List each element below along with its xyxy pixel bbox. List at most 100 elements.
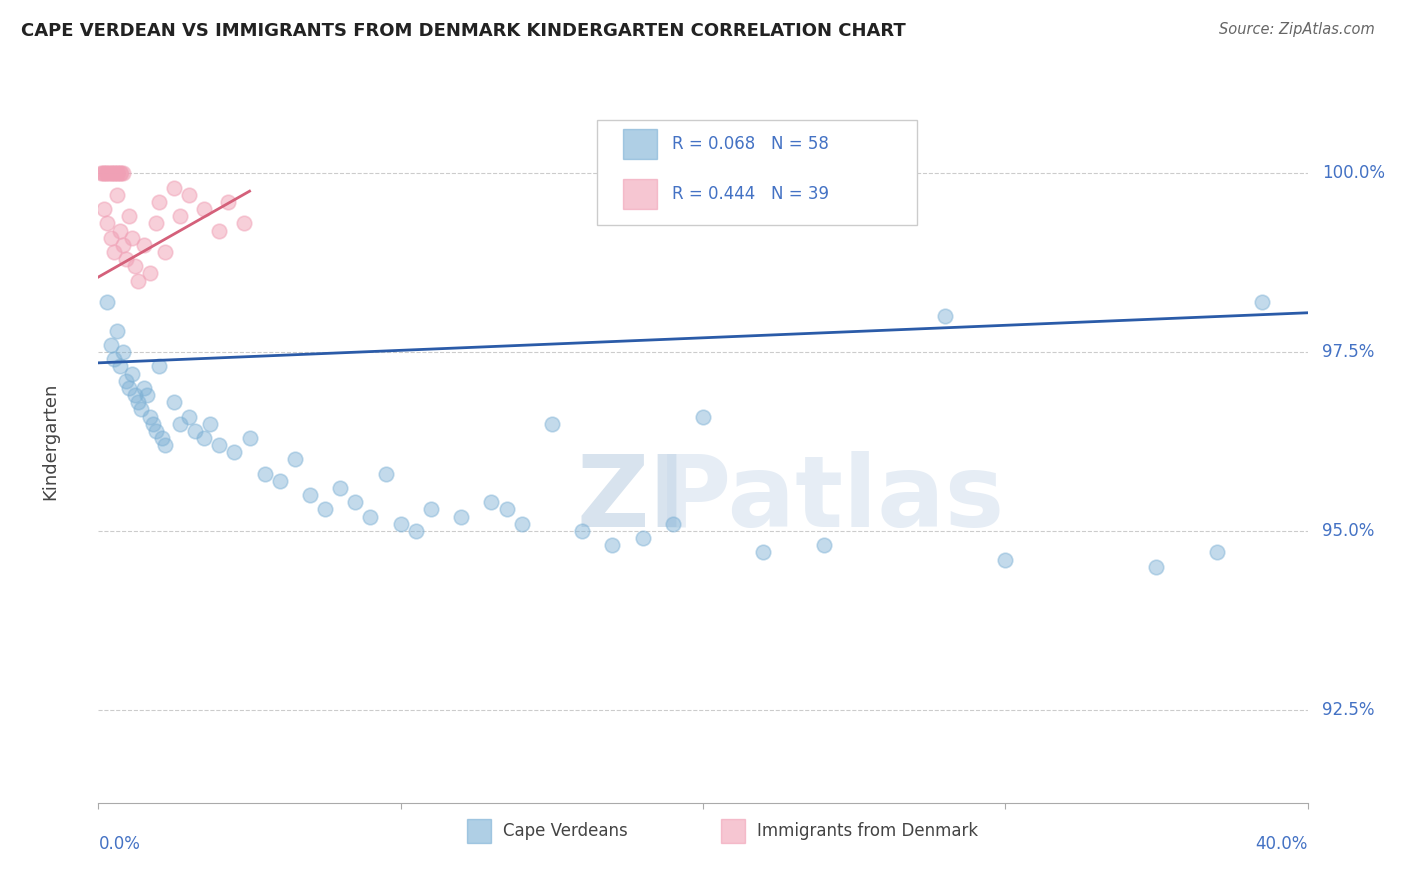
Point xyxy=(284,452,307,467)
Text: Kindergarten: Kindergarten xyxy=(41,383,59,500)
Point xyxy=(107,166,129,180)
Point xyxy=(813,538,835,552)
Text: Immigrants from Denmark: Immigrants from Denmark xyxy=(758,822,979,840)
Point xyxy=(360,509,382,524)
Point xyxy=(91,166,114,180)
Point xyxy=(179,187,201,202)
Point xyxy=(420,502,443,516)
Text: 0.0%: 0.0% xyxy=(98,835,141,854)
Point xyxy=(142,417,165,431)
Text: CAPE VERDEAN VS IMMIGRANTS FROM DENMARK KINDERGARTEN CORRELATION CHART: CAPE VERDEAN VS IMMIGRANTS FROM DENMARK … xyxy=(21,22,905,40)
Point xyxy=(405,524,427,538)
Point xyxy=(105,324,128,338)
Point xyxy=(121,230,143,244)
Point xyxy=(184,424,207,438)
Bar xyxy=(623,129,657,160)
Point xyxy=(108,166,131,180)
Point xyxy=(602,538,624,552)
Point xyxy=(208,438,231,452)
Point xyxy=(148,359,170,374)
Point xyxy=(132,237,155,252)
Point xyxy=(103,352,125,367)
Point xyxy=(374,467,396,481)
Point xyxy=(96,216,118,230)
Point xyxy=(139,267,162,281)
Text: R = 0.068   N = 58: R = 0.068 N = 58 xyxy=(672,136,828,153)
Point xyxy=(121,367,143,381)
Point xyxy=(661,516,683,531)
Point xyxy=(163,180,186,194)
Point xyxy=(571,524,593,538)
Point xyxy=(692,409,714,424)
Point xyxy=(90,166,112,180)
Point xyxy=(118,381,141,395)
Point xyxy=(217,194,239,209)
Point xyxy=(540,417,562,431)
Text: Source: ZipAtlas.com: Source: ZipAtlas.com xyxy=(1219,22,1375,37)
Point xyxy=(150,431,173,445)
Point xyxy=(124,388,146,402)
Point xyxy=(179,409,201,424)
Point xyxy=(145,216,167,230)
Point xyxy=(132,381,155,395)
Point xyxy=(450,509,472,524)
Text: 95.0%: 95.0% xyxy=(1322,522,1375,540)
Point xyxy=(100,230,122,244)
Point xyxy=(93,166,115,180)
Point xyxy=(253,467,276,481)
Point xyxy=(101,166,124,180)
Point xyxy=(103,166,125,180)
Point xyxy=(127,395,149,409)
FancyBboxPatch shape xyxy=(596,120,917,225)
Text: R = 0.444   N = 39: R = 0.444 N = 39 xyxy=(672,185,828,202)
Text: 100.0%: 100.0% xyxy=(1322,164,1385,182)
Point xyxy=(105,187,128,202)
Point xyxy=(344,495,367,509)
Point xyxy=(139,409,162,424)
Point xyxy=(96,166,118,180)
Point xyxy=(193,431,215,445)
Point xyxy=(114,374,136,388)
Point xyxy=(94,166,117,180)
Point xyxy=(124,260,146,274)
Bar xyxy=(721,820,745,843)
Point xyxy=(314,502,336,516)
Point xyxy=(169,209,191,223)
Point xyxy=(100,166,122,180)
Point xyxy=(108,223,131,237)
Point xyxy=(200,417,222,431)
Point xyxy=(118,209,141,223)
Point xyxy=(239,431,262,445)
Point xyxy=(389,516,412,531)
Point xyxy=(1251,295,1274,310)
Point xyxy=(127,274,149,288)
Point xyxy=(96,295,118,310)
Point xyxy=(224,445,246,459)
Point xyxy=(103,244,125,259)
Text: 40.0%: 40.0% xyxy=(1256,835,1308,854)
Point xyxy=(889,166,911,180)
Point xyxy=(934,310,956,324)
Point xyxy=(232,216,254,230)
Point xyxy=(1206,545,1229,559)
Point xyxy=(114,252,136,266)
Point xyxy=(105,166,128,180)
Point xyxy=(329,481,352,495)
Point xyxy=(100,338,122,352)
Point xyxy=(299,488,322,502)
Point xyxy=(111,237,134,252)
Point xyxy=(108,359,131,374)
Text: ZI: ZI xyxy=(576,450,686,548)
Bar xyxy=(467,820,492,843)
Point xyxy=(163,395,186,409)
Point xyxy=(93,202,115,216)
Point xyxy=(994,552,1017,566)
Point xyxy=(98,166,121,180)
Point xyxy=(631,531,654,545)
Point xyxy=(169,417,191,431)
Point xyxy=(104,166,127,180)
Point xyxy=(269,474,291,488)
Point xyxy=(193,202,215,216)
Text: Patlas: Patlas xyxy=(658,450,1005,548)
Point xyxy=(153,438,176,452)
